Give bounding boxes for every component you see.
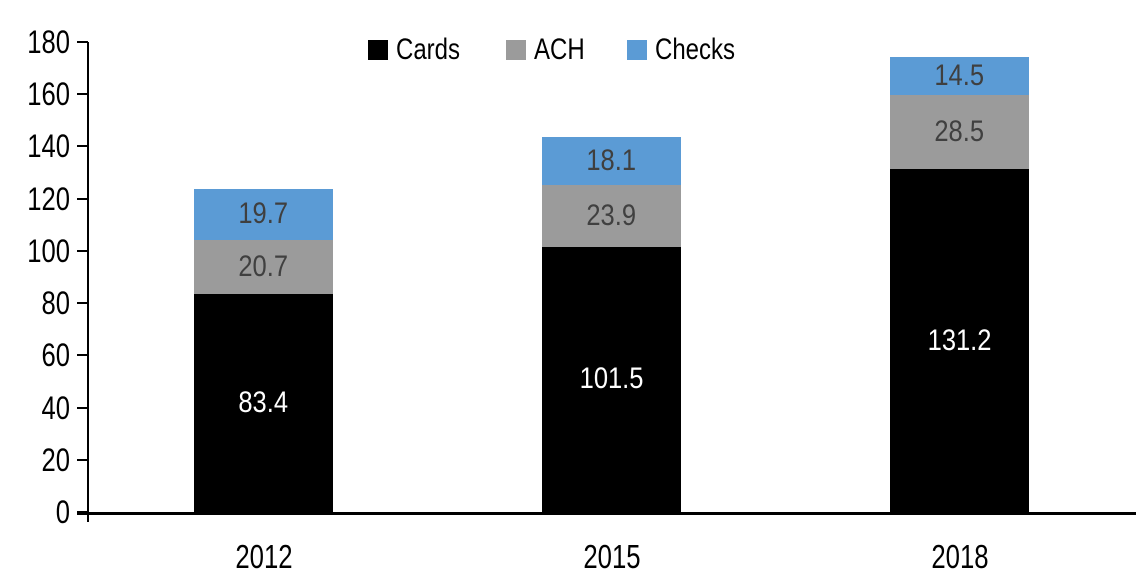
y-axis-tick-label: 180 xyxy=(27,24,71,60)
y-axis-tick-label: 120 xyxy=(27,180,71,217)
legend-swatch-cards xyxy=(368,40,388,60)
bar-value-label: 131.2 xyxy=(927,323,992,357)
y-axis-tick xyxy=(77,41,88,43)
bar-segment-checks-2012: 19.7 xyxy=(194,188,333,241)
legend-item-cards: Cards xyxy=(368,35,476,65)
y-axis-tick-label: 160 xyxy=(27,76,71,113)
y-axis-tick xyxy=(77,511,88,513)
bar-segment-ach-2012: 20.7 xyxy=(194,240,333,295)
y-axis-tick xyxy=(77,145,88,148)
legend-label: ACH xyxy=(534,33,585,66)
y-axis-tick xyxy=(77,249,88,252)
x-axis-zero-tick xyxy=(87,515,89,522)
legend-swatch-checks xyxy=(627,40,648,60)
bar-segment-cards-2018: 131.2 xyxy=(890,169,1029,512)
bar-value-label: 23.9 xyxy=(586,198,637,232)
bar-segment-cards-2012: 83.4 xyxy=(194,294,333,512)
x-category-label-2012: 2012 xyxy=(234,538,293,575)
y-axis-tick xyxy=(77,354,88,357)
y-axis-tick-label: 140 xyxy=(27,128,71,165)
x-category-label-2015: 2015 xyxy=(582,538,641,575)
bar-value-label: 20.7 xyxy=(238,250,289,284)
y-axis-tick-label: 0 xyxy=(55,494,70,530)
bar-value-label: 28.5 xyxy=(934,115,985,149)
y-axis-tick-label: 60 xyxy=(41,337,70,374)
bar-value-label: 101.5 xyxy=(579,362,644,396)
legend-item-checks: Checks xyxy=(627,35,755,65)
y-axis-tick-label: 40 xyxy=(41,389,70,426)
legend-label: Cards xyxy=(396,33,461,66)
bar-segment-ach-2018: 28.5 xyxy=(890,95,1029,170)
bar-value-label: 19.7 xyxy=(238,197,289,231)
bar-value-label: 14.5 xyxy=(934,59,985,93)
legend-label: Checks xyxy=(655,33,736,66)
x-category-label-2018: 2018 xyxy=(930,538,989,575)
legend-swatch-ach xyxy=(506,40,527,60)
bar-segment-checks-2015: 18.1 xyxy=(542,137,681,185)
bar-segment-ach-2015: 23.9 xyxy=(542,184,681,247)
legend: Cards ACH Checks xyxy=(368,35,755,65)
y-axis-tick xyxy=(77,302,88,305)
y-axis-tick xyxy=(77,406,88,409)
bar-segment-checks-2018: 14.5 xyxy=(890,57,1029,95)
x-axis-line xyxy=(77,512,1136,515)
y-axis-tick-label: 100 xyxy=(27,232,71,269)
y-axis-tick-label: 80 xyxy=(41,285,70,322)
y-axis-line xyxy=(87,42,89,515)
bar-segment-cards-2015: 101.5 xyxy=(542,246,681,512)
legend-item-ach: ACH xyxy=(506,35,597,65)
y-axis-tick xyxy=(77,197,88,200)
y-axis-tick-label: 20 xyxy=(41,441,70,478)
y-axis-tick xyxy=(77,93,88,96)
bar-value-label: 83.4 xyxy=(238,386,289,420)
y-axis-tick xyxy=(77,458,88,461)
bar-value-label: 18.1 xyxy=(586,143,637,177)
